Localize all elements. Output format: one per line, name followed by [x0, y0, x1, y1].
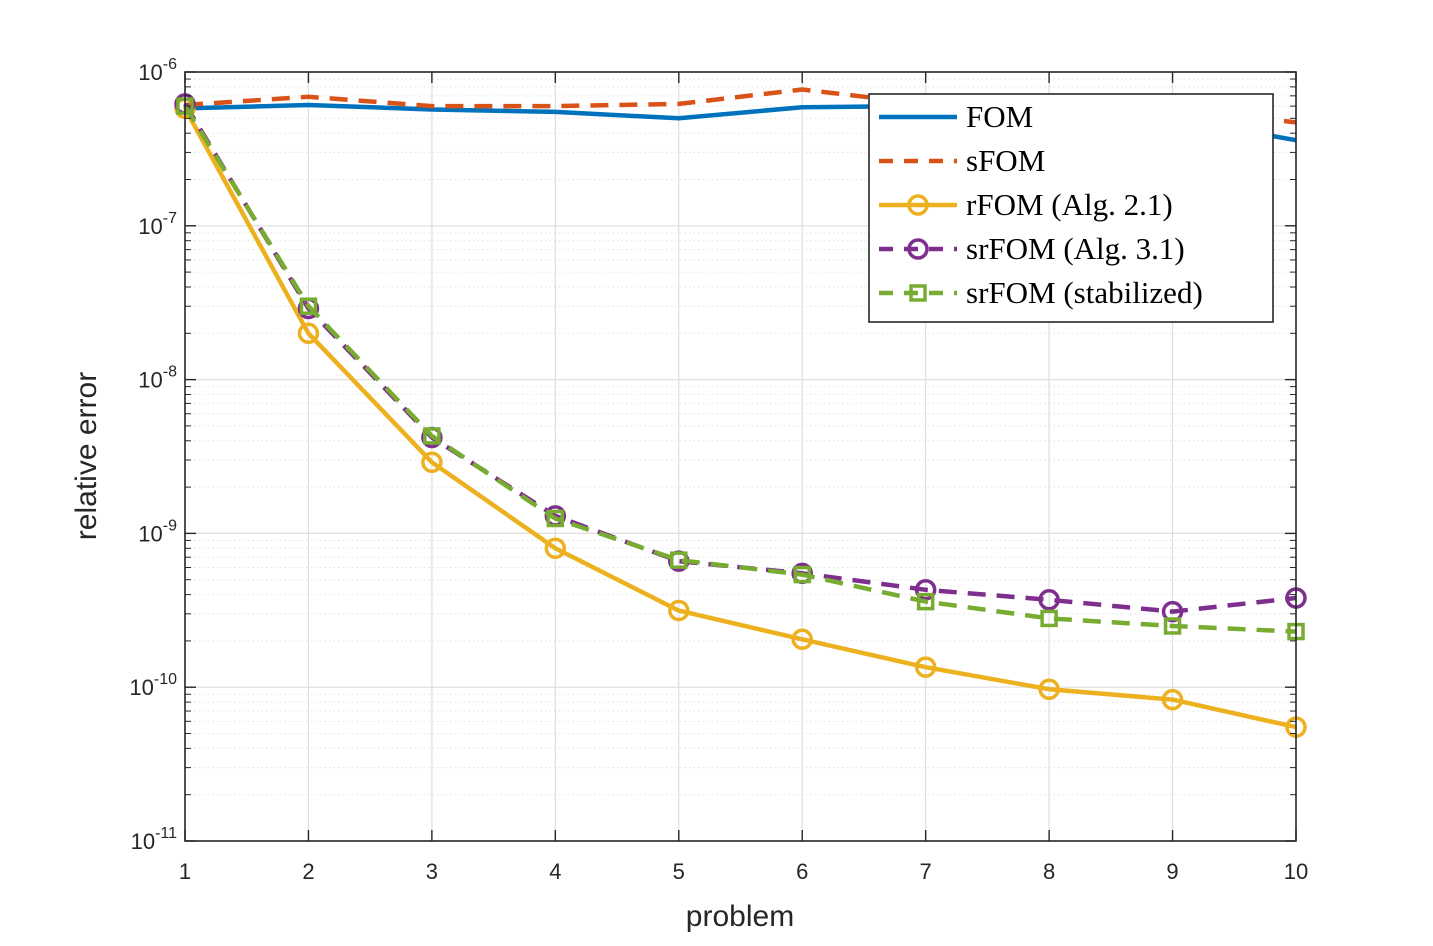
- y-axis-label: relative error: [70, 372, 103, 540]
- series-line: [183, 107, 1297, 730]
- tick-marks: [184, 71, 1297, 842]
- x-tick-labels: 1 2 3 4 5 6 7 8 9 10: [179, 859, 1308, 884]
- x-tick-label: 9: [1166, 859, 1178, 884]
- legend: FOM sFOM rFOM (Alg. 2.1) srFOM (Alg. 3.1) sr…: [868, 93, 1274, 323]
- data-point: [1163, 617, 1182, 635]
- legend-label: rFOM (Alg. 2.1): [966, 187, 1173, 222]
- y-tick-label: 10-11: [131, 825, 178, 854]
- y-tick-label: 10-9: [138, 517, 177, 546]
- legend-marker: [907, 238, 929, 260]
- x-tick-label: 5: [673, 859, 685, 884]
- data-point: [670, 551, 688, 569]
- legend-label: FOM: [966, 99, 1033, 134]
- legend-item: sFOM: [879, 143, 1045, 178]
- legend-label: sFOM: [966, 143, 1045, 178]
- legend-item: srFOM (Alg. 3.1): [879, 231, 1185, 266]
- data-point: [914, 579, 937, 601]
- x-tick-label: 6: [796, 859, 808, 884]
- x-tick-label: 3: [426, 859, 438, 884]
- data-point: [299, 297, 318, 315]
- legend-label: srFOM (Alg. 3.1): [966, 231, 1185, 266]
- x-tick-label: 4: [549, 859, 561, 884]
- data-point: [1040, 609, 1058, 628]
- data-point: [791, 628, 813, 651]
- data-point: [544, 537, 567, 560]
- x-tick-label: 8: [1043, 859, 1055, 884]
- x-tick-label: 1: [179, 859, 191, 884]
- y-tick-label: 10-10: [129, 671, 177, 700]
- data-point: [297, 322, 320, 345]
- y-tick-label: 10-8: [138, 364, 177, 393]
- x-tick-label: 10: [1284, 859, 1308, 884]
- data-point: [1161, 688, 1184, 711]
- x-tick-label: 2: [302, 859, 314, 884]
- y-tick-label: 10-7: [138, 210, 177, 239]
- y-tick-label: 10-6: [138, 56, 177, 85]
- data-point: [916, 592, 935, 611]
- legend-item: FOM: [879, 99, 1033, 134]
- series-line: [183, 104, 1297, 634]
- plot-frame: [184, 71, 1297, 842]
- data-point: [793, 565, 811, 584]
- data-point: [1038, 589, 1060, 611]
- legend-item: rFOM (Alg. 2.1): [879, 187, 1173, 222]
- legend-label: srFOM (stabilized): [966, 275, 1203, 310]
- data-point: [668, 599, 690, 622]
- legend-marker: [907, 194, 929, 216]
- y-tick-labels: 10-11 10-10 10-9 10-8 10-7 10-6: [129, 56, 177, 854]
- legend-marker: [909, 284, 927, 302]
- data-point: [421, 451, 443, 474]
- legend-box: [868, 93, 1274, 323]
- data-point: [546, 509, 565, 528]
- x-tick-label: 7: [920, 859, 932, 884]
- data-point: [1038, 678, 1060, 700]
- data-point: [914, 656, 937, 678]
- data-point: [423, 427, 441, 445]
- legend-item: srFOM (stabilized): [879, 275, 1203, 310]
- x-axis-label: problem: [686, 900, 794, 933]
